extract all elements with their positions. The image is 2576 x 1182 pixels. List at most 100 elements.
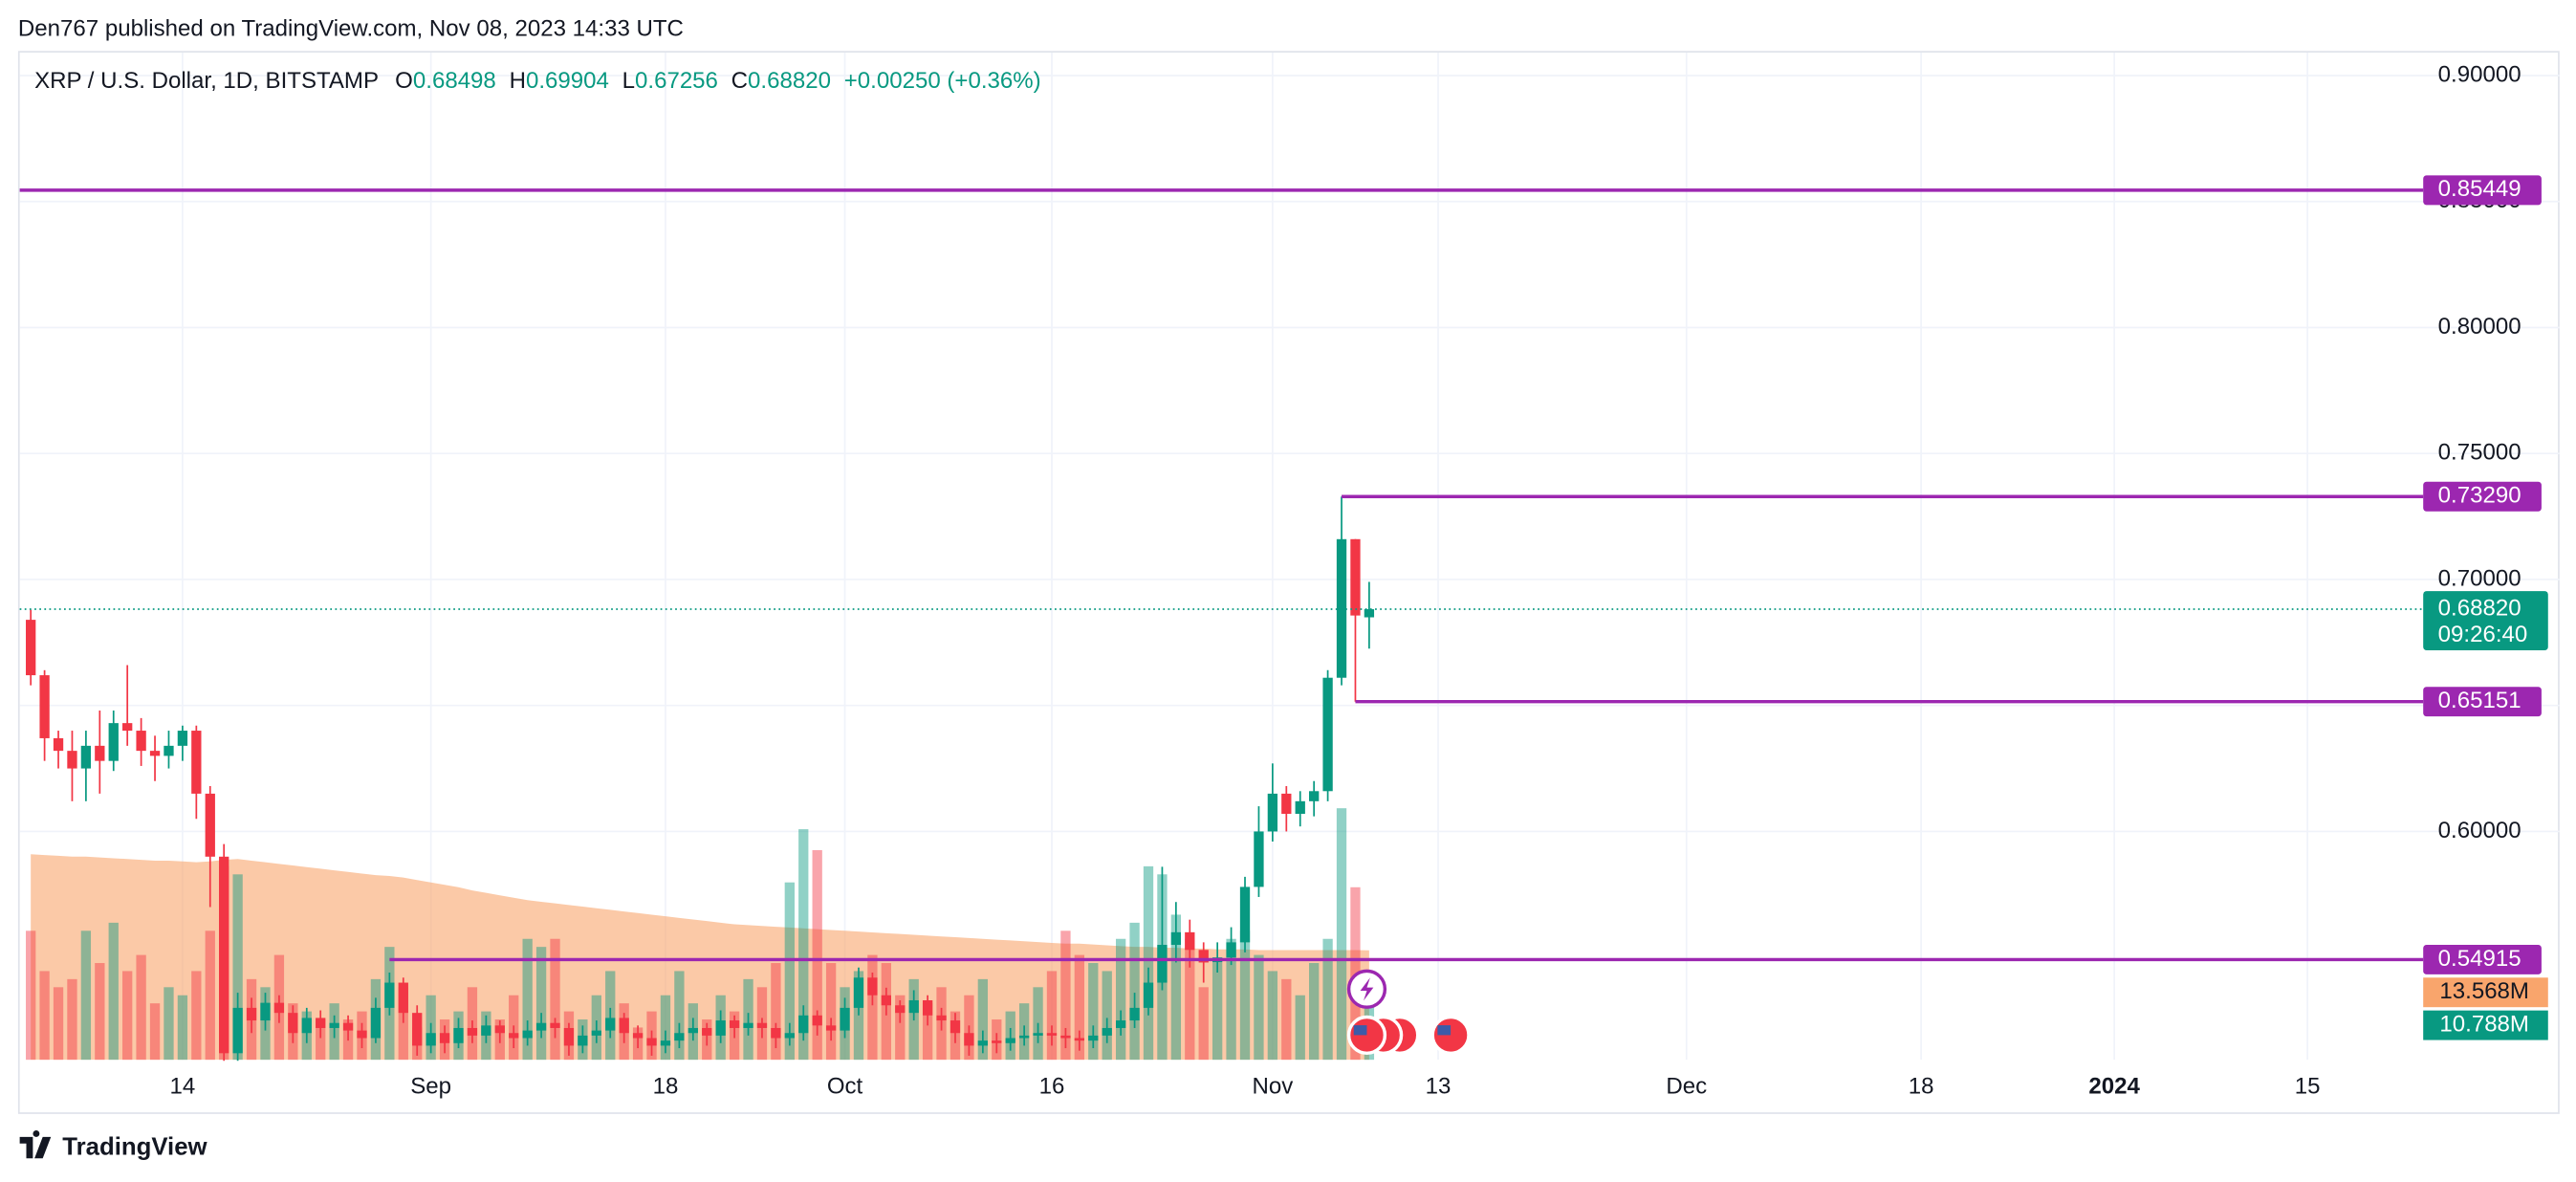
level-label: 0.85449 — [2438, 176, 2521, 202]
legend-value: 0.69904 — [526, 68, 609, 94]
candle-body — [936, 1015, 947, 1021]
x-tick-label: 16 — [1039, 1074, 1065, 1100]
x-tick-label: 13 — [1426, 1074, 1452, 1100]
legend-key: L — [622, 68, 635, 94]
levels: 0.85449 0.73290 0.65151 0.54915 0.6882009:26… — [19, 175, 2548, 1040]
volume-bar — [1088, 963, 1099, 1061]
candle-body — [467, 1027, 478, 1036]
legend-value: 0.68820 — [748, 68, 831, 94]
volume-bar — [812, 850, 822, 1061]
candle-body — [509, 1033, 519, 1039]
volume-bar — [1129, 922, 1140, 1061]
candle-body — [950, 1020, 961, 1034]
level-label: 0.54915 — [2438, 946, 2521, 972]
candle-body — [136, 731, 146, 752]
candle-body — [1129, 1007, 1140, 1021]
candle-body — [632, 1033, 644, 1039]
volume-bar — [784, 882, 795, 1061]
legend-key: C — [731, 68, 748, 94]
candle-body — [853, 977, 864, 1008]
volume-bar — [550, 938, 560, 1061]
candle-body — [688, 1027, 698, 1034]
volume-bar — [1102, 971, 1112, 1061]
candle-body — [232, 1007, 243, 1054]
candle-body — [357, 1030, 367, 1039]
volume-bar — [1309, 963, 1320, 1061]
legend-key: H — [510, 68, 526, 94]
last-price-label: 0.68820 — [2438, 595, 2521, 621]
candle-body — [205, 793, 215, 857]
candle-body — [1239, 886, 1251, 943]
candle-body — [122, 723, 133, 732]
volume-bar — [67, 978, 77, 1061]
candle-body — [1254, 831, 1264, 887]
x-tick-label: Oct — [827, 1074, 863, 1100]
volume-ma-label: 13.568M — [2439, 978, 2529, 1004]
candle-body — [1309, 791, 1320, 801]
candle-body — [412, 1013, 423, 1046]
volume-bar — [674, 971, 685, 1061]
candle-body — [756, 1022, 768, 1028]
volume-bar — [205, 930, 215, 1061]
volume-bar — [825, 963, 837, 1061]
candle-body — [591, 1030, 601, 1036]
candle-body — [26, 620, 36, 676]
volume-bar — [771, 963, 781, 1061]
candle-body — [729, 1020, 740, 1028]
candle-body — [494, 1025, 505, 1034]
x-tick-label: 14 — [170, 1074, 196, 1100]
candle-body — [619, 1018, 629, 1034]
legend: XRP / U.S. Dollar, 1D, BITSTAMP O0.68498 H… — [34, 68, 1041, 94]
volume-bar — [122, 971, 133, 1061]
candle-body — [674, 1033, 685, 1041]
candle-body — [95, 745, 105, 761]
volume-bar — [95, 963, 105, 1061]
volume-bar — [1046, 971, 1058, 1061]
volume-bar — [1170, 914, 1182, 1061]
candle-body — [288, 1013, 298, 1034]
candle-body — [812, 1015, 822, 1026]
volume-bar — [136, 954, 146, 1061]
volume-ma-badge — [2423, 977, 2548, 1008]
candle-body — [563, 1027, 575, 1046]
volume-bar — [1143, 865, 1154, 1061]
volume-bar — [1185, 938, 1195, 1061]
level-label: 0.73290 — [2438, 483, 2521, 509]
candle-body — [771, 1027, 781, 1039]
volume-bar — [535, 947, 547, 1061]
volume-bar — [867, 954, 878, 1061]
volume-bar — [191, 971, 202, 1061]
volume-bar — [1060, 930, 1071, 1061]
event-icons — [1346, 969, 1471, 1056]
volume-bar — [232, 874, 243, 1061]
candle-body — [578, 1035, 588, 1046]
candle-body — [1033, 1033, 1043, 1036]
candle-body — [53, 737, 64, 752]
volume-bar — [922, 1003, 933, 1061]
legend: XRP / U.S. Dollar, 1D, BITSTAMP O0.68498 H… — [34, 68, 1041, 94]
candle-body — [1364, 609, 1375, 618]
candle-body — [908, 999, 919, 1014]
volume-bar — [1267, 971, 1278, 1061]
volume-bar — [977, 978, 988, 1061]
volume-bar — [108, 922, 119, 1061]
candle-body — [825, 1025, 837, 1031]
candle-body — [177, 731, 188, 746]
candle-body — [1115, 1020, 1126, 1028]
candle-body — [481, 1025, 491, 1036]
volume-bar — [1074, 954, 1085, 1061]
candle-body — [1046, 1033, 1058, 1036]
legend-change: +0.00250 (+0.36%) — [844, 68, 1041, 94]
volume-bar — [660, 995, 671, 1061]
candle-body — [329, 1022, 339, 1028]
candle-body — [1350, 538, 1361, 616]
candle-body — [646, 1038, 657, 1046]
flag-canton — [1353, 1025, 1367, 1036]
candle-body — [1281, 793, 1292, 815]
candle-body — [660, 1040, 671, 1046]
volume-bar — [149, 1003, 161, 1061]
candle-body — [164, 745, 174, 756]
candle-body — [246, 1007, 257, 1021]
y-tick-label: 0.70000 — [2438, 565, 2521, 591]
